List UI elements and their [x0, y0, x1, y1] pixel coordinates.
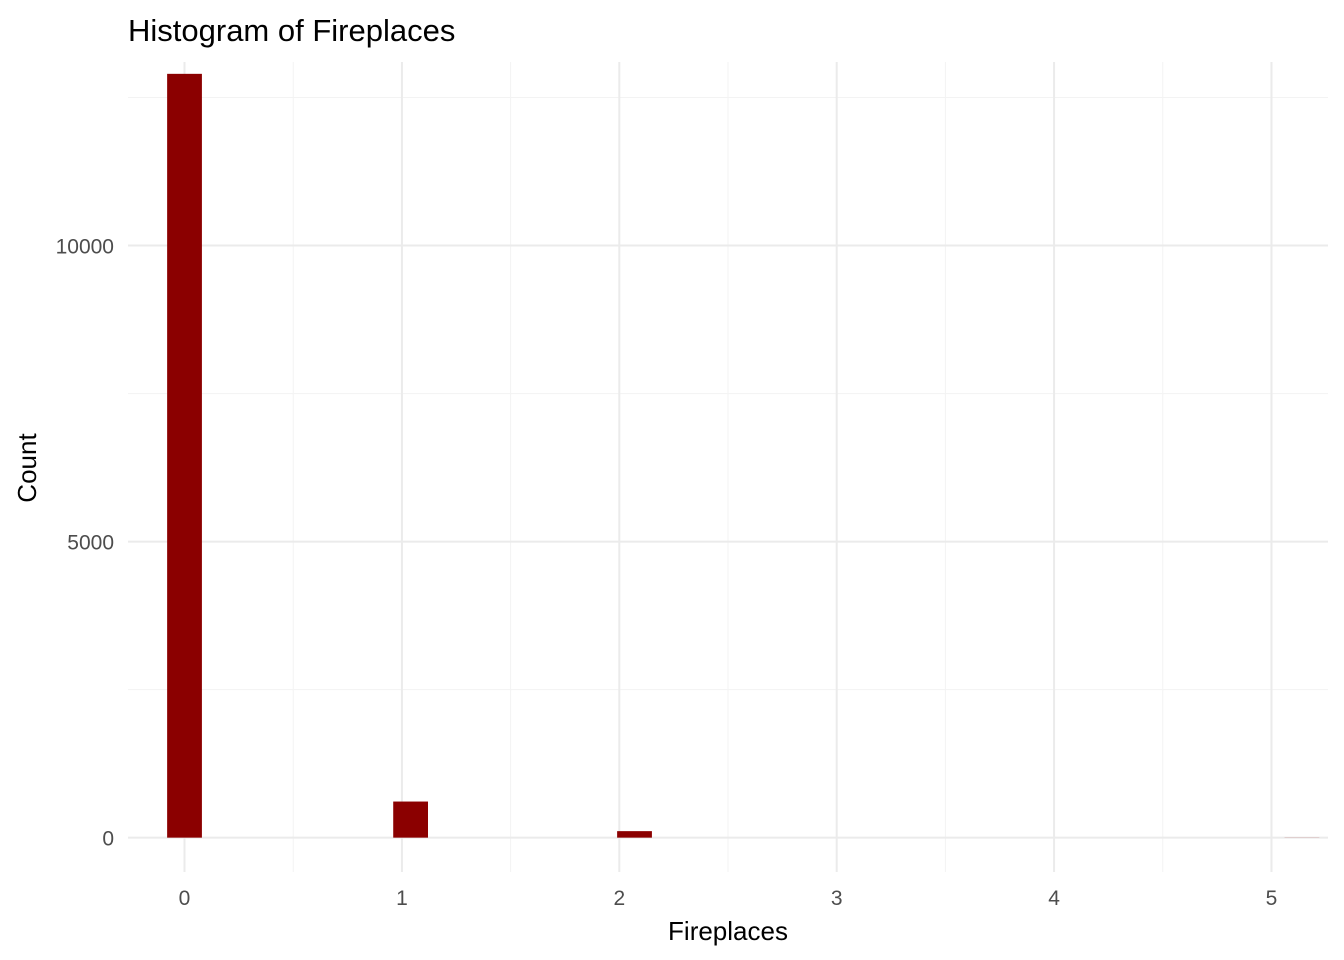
- bars: [167, 73, 1320, 838]
- x-tick-label: 1: [396, 887, 408, 910]
- chart-title: Histogram of Fireplaces: [128, 13, 455, 48]
- x-tick-label: 2: [613, 887, 625, 910]
- histogram-bar: [393, 801, 428, 838]
- x-tick-label: 5: [1266, 887, 1278, 910]
- x-axis-title: Fireplaces: [668, 916, 788, 946]
- x-axis-ticks: 0 1 2 3 4 5: [179, 887, 1278, 910]
- x-tick-label: 4: [1048, 887, 1060, 910]
- x-tick-label: 3: [831, 887, 843, 910]
- x-tick-label: 0: [179, 887, 191, 910]
- y-tick-label: 5000: [67, 532, 114, 555]
- grid: [128, 62, 1328, 872]
- y-tick-label: 10000: [56, 236, 114, 259]
- histogram-bar: [617, 831, 652, 838]
- y-axis-ticks: 0 5000 10000: [56, 236, 114, 851]
- y-tick-label: 0: [102, 828, 114, 851]
- y-axis-title: Count: [12, 433, 42, 503]
- histogram-bar: [167, 73, 202, 838]
